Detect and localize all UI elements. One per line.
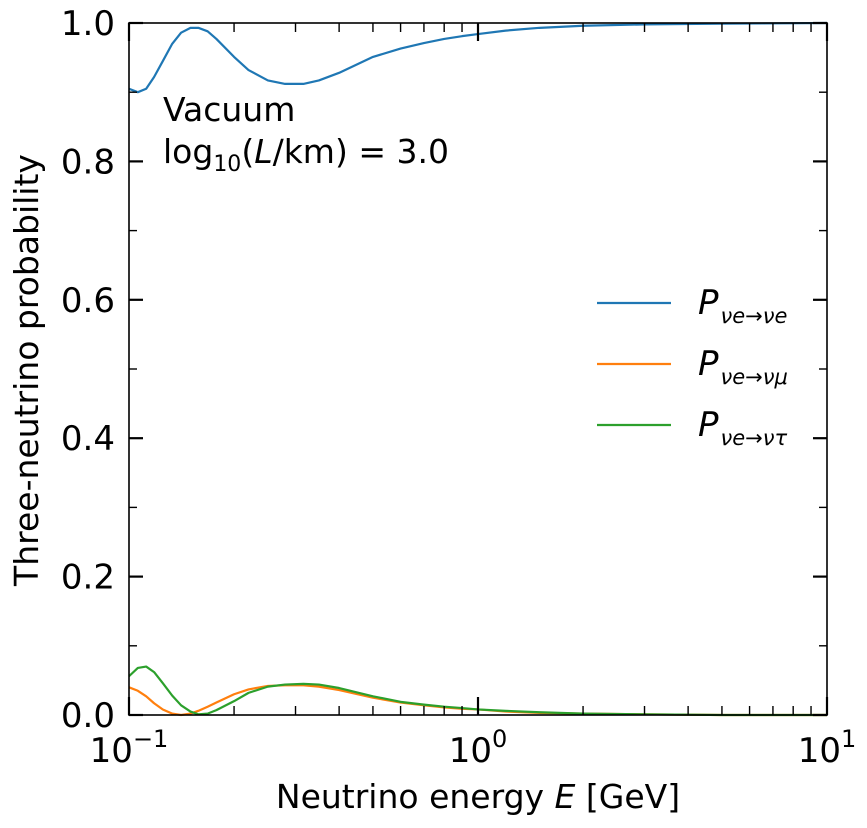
y-tick-label: 0.0: [61, 696, 115, 736]
legend-label-3: Pνe→ντ: [698, 405, 787, 450]
series-line-3: [128, 665, 827, 717]
y-tick-label: 0.8: [61, 142, 115, 182]
y-tick-label: 0.6: [61, 281, 115, 321]
y-tick-label: 0.2: [61, 558, 115, 598]
legend: Pνe→νe Pνe→νμ Pνe→ντ: [597, 283, 788, 450]
y-tick-label: 1.0: [61, 4, 115, 44]
x-tick-label: 101: [798, 725, 857, 771]
x-axis-title: Neutrino energy E [GeV]: [276, 777, 680, 816]
annotation-vacuum: Vacuum: [163, 90, 295, 129]
y-tick-label: 0.4: [61, 419, 115, 459]
series-lines: [128, 21, 828, 717]
annotation-baseline: log10(L/km) = 3.0: [163, 132, 449, 177]
x-tick-label: 100: [449, 725, 508, 771]
legend-label-2: Pνe→νμ: [698, 344, 788, 389]
y-axis-title: Three-neutrino probability: [7, 154, 46, 587]
series-line-1: [128, 21, 828, 94]
legend-label-1: Pνe→νe: [698, 283, 787, 328]
x-tick-label: 10−1: [90, 725, 169, 771]
